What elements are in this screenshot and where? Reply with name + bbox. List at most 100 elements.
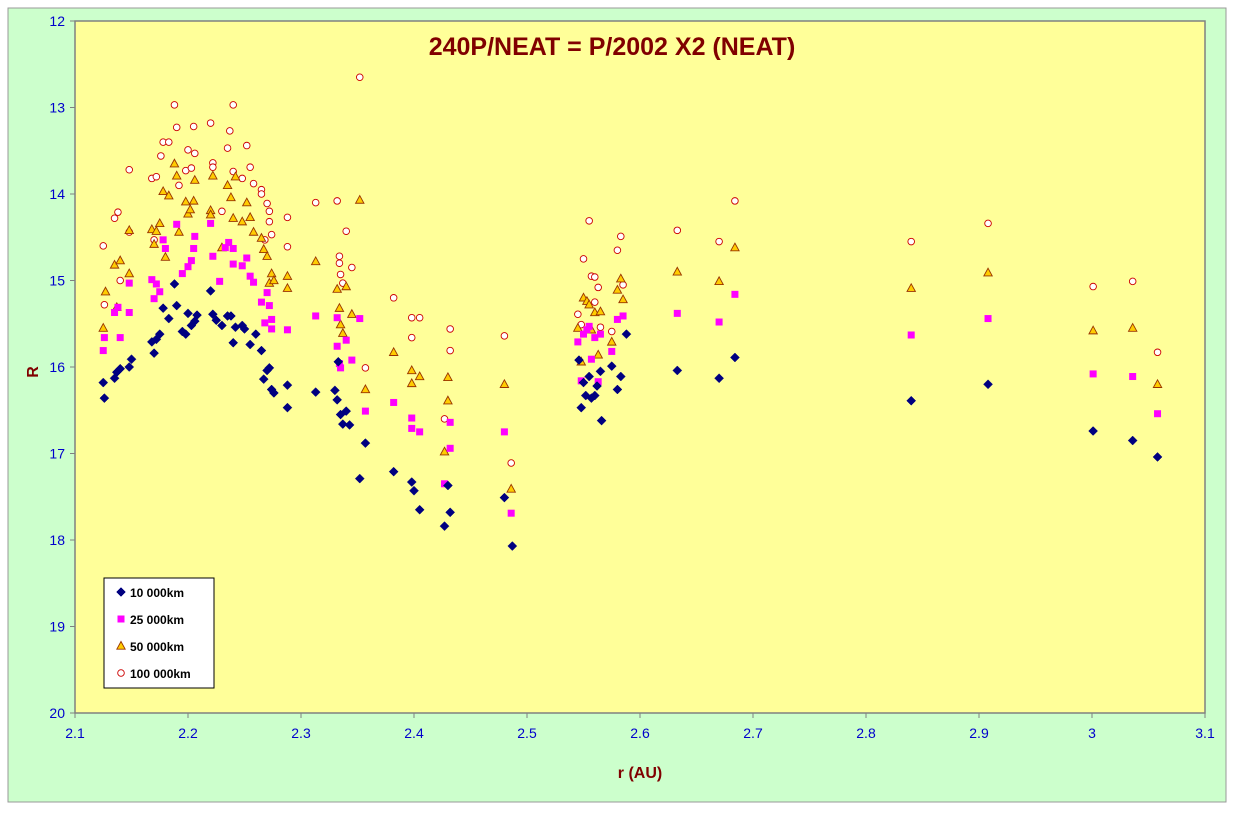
data-point: [715, 318, 723, 326]
data-point: [618, 294, 629, 304]
data-point: [222, 179, 233, 190]
data-point: [151, 225, 162, 235]
data-point: [576, 402, 587, 413]
data-point: [499, 378, 510, 388]
data-point: [593, 349, 604, 359]
data-point: [223, 144, 232, 152]
data-point: [595, 366, 606, 377]
data-point: [672, 365, 683, 376]
data-point: [124, 224, 135, 234]
y-tick-label: 13: [49, 100, 65, 116]
data-point: [506, 483, 517, 493]
data-point: [388, 346, 399, 356]
data-point: [205, 209, 216, 219]
data-point: [507, 509, 515, 517]
data-point: [585, 322, 593, 330]
data-point: [282, 402, 293, 413]
x-tick-label: 2.2: [178, 725, 198, 741]
data-point: [211, 315, 222, 326]
data-point: [596, 415, 607, 426]
x-tick-label: 2.9: [969, 725, 989, 741]
data-point: [906, 282, 917, 292]
data-point: [261, 319, 269, 327]
legend-item-50000km: 50 000km: [116, 640, 184, 654]
data-point: [596, 323, 605, 331]
axes: 2.1 2.2 2.3 2.4 2.5 2.6 2.7 2.8 2.9 3 3.1 12 13 14 15 1…: [49, 13, 1215, 741]
data-point: [161, 244, 169, 252]
data-point: [731, 197, 739, 205]
data-point: [361, 364, 370, 372]
data-point: [263, 289, 271, 297]
data-point: [158, 185, 169, 196]
data-point: [312, 312, 320, 320]
data-point: [171, 170, 182, 180]
plot-area: [74, 20, 1206, 714]
data-point: [606, 361, 617, 371]
legend-item-100000km: 100 000km: [117, 667, 191, 681]
data-point: [190, 244, 198, 252]
data-point: [266, 268, 277, 278]
data-point: [337, 327, 348, 337]
legend: 10 000km 25 000km 50 000km 100 000km: [103, 577, 215, 689]
data-point: [188, 195, 199, 205]
data-point: [342, 227, 350, 235]
data-point: [1128, 277, 1137, 286]
data-point: [608, 347, 616, 355]
data-point: [152, 280, 160, 288]
data-point: [124, 362, 135, 372]
data-point: [116, 276, 124, 285]
data-point: [228, 337, 239, 348]
y-axis-title: R: [25, 366, 42, 378]
data-point: [983, 379, 993, 390]
chart-title: 240P/NEAT = P/2002 X2 (NEAT): [429, 33, 796, 61]
data-point: [216, 277, 224, 285]
data-point: [1089, 370, 1097, 378]
data-point: [332, 283, 343, 293]
data-point: [439, 521, 450, 532]
data-point: [189, 122, 198, 131]
data-point: [154, 329, 165, 339]
data-point: [100, 334, 108, 342]
data-point: [169, 279, 180, 289]
data-point: [983, 267, 993, 277]
data-point: [250, 329, 261, 339]
x-tick-label: 2.4: [404, 725, 424, 741]
data-point: [265, 207, 274, 216]
data-point: [115, 255, 126, 265]
data-point: [126, 354, 137, 365]
data-point: [183, 208, 193, 218]
data-point: [189, 174, 200, 184]
data-point: [715, 237, 723, 246]
data-point: [124, 268, 135, 278]
data-point: [154, 217, 165, 228]
data-point: [441, 480, 449, 488]
data-point: [178, 270, 186, 278]
data-point: [184, 263, 192, 271]
data-point: [613, 246, 622, 254]
data-point: [592, 381, 602, 391]
legend-label: 100 000km: [130, 667, 191, 681]
data-point: [337, 419, 348, 429]
data-point: [360, 438, 371, 448]
data-point: [225, 192, 236, 202]
data-point: [589, 390, 600, 401]
data-point: [241, 197, 252, 207]
data-point: [443, 480, 453, 491]
data-point: [334, 302, 345, 312]
legend-marker: [116, 587, 126, 597]
data-point: [442, 371, 453, 382]
data-point: [580, 330, 587, 338]
data-point: [282, 380, 293, 391]
data-point: [507, 541, 518, 551]
data-point: [109, 259, 120, 269]
data-point: [243, 141, 251, 150]
data-point: [116, 334, 124, 342]
data-point: [348, 356, 356, 364]
data-point: [1154, 410, 1162, 418]
data-point: [163, 313, 174, 324]
data-point: [407, 313, 416, 322]
data-point: [208, 309, 218, 320]
data-point: [416, 428, 424, 436]
data-point: [341, 406, 352, 416]
